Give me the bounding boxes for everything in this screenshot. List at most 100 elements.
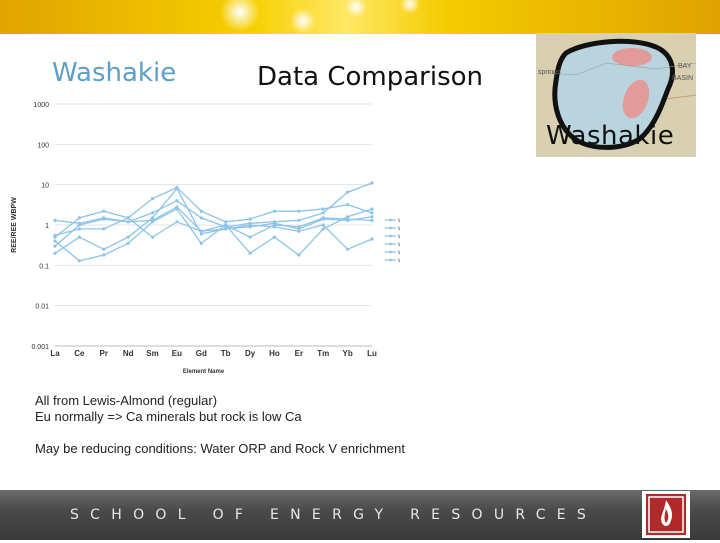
x-tick-label: Gd <box>196 349 207 358</box>
data-point <box>102 247 106 251</box>
data-point <box>77 216 81 220</box>
data-point <box>346 203 350 207</box>
data-point <box>150 211 155 215</box>
data-point <box>77 227 81 231</box>
data-point <box>272 235 277 239</box>
y-tick-label: 0.1 <box>39 263 49 270</box>
data-point <box>126 235 130 239</box>
x-tick-label: La <box>50 349 60 358</box>
x-tick-label: Ho <box>269 349 280 358</box>
x-tick-label: Nd <box>123 349 134 358</box>
data-point <box>175 186 179 191</box>
basin-map: springs BAY BASIN Washakie <box>536 33 696 157</box>
data-point <box>102 209 106 213</box>
legend-label: WA-36 <box>398 242 400 248</box>
map-label-basin: BASIN <box>672 75 694 82</box>
x-tick-label: Lu <box>367 349 377 358</box>
legend-marker <box>389 218 392 222</box>
note-line-1: All from Lewis-Almond (regular) <box>35 393 218 408</box>
data-point <box>77 259 81 263</box>
data-point <box>199 241 203 245</box>
series-line-wa-34 <box>54 186 373 238</box>
data-point <box>224 223 228 227</box>
legend-marker <box>389 234 392 238</box>
data-point <box>150 235 155 239</box>
data-point <box>346 190 350 194</box>
data-point <box>224 227 228 231</box>
data-point <box>224 220 228 224</box>
legend-label: WA-40 <box>398 258 400 264</box>
data-point <box>346 217 350 221</box>
x-tick-label: Eu <box>172 349 182 358</box>
legend-marker <box>389 242 392 246</box>
data-point <box>272 220 277 224</box>
data-point <box>175 207 179 211</box>
legend-label: WA-37 <box>398 250 400 256</box>
x-tick-label: Er <box>295 349 303 358</box>
y-tick-label: 1 <box>45 223 49 230</box>
basin-map-graphic <box>536 33 696 157</box>
data-point <box>53 244 57 248</box>
map-title: Washakie <box>546 121 675 151</box>
x-tick-label: Yb <box>342 349 352 358</box>
note-line-2: Eu normally => Ca minerals but rock is l… <box>35 409 302 424</box>
data-point <box>150 197 155 201</box>
y-tick-label: 100 <box>37 142 49 149</box>
data-point <box>126 241 130 245</box>
x-tick-label: Tb <box>221 349 231 358</box>
data-point <box>199 216 203 220</box>
ree-line-chart: 0.001 0.01 0.1 1 10 100 1000 La Ce Pr Nd Sm Eu Gd Tb Dy… <box>11 102 400 375</box>
data-point <box>102 227 106 231</box>
series-line-wa-35 <box>54 182 373 247</box>
data-point <box>53 218 57 223</box>
data-point <box>321 211 325 215</box>
data-point <box>297 253 301 257</box>
data-point <box>53 233 57 238</box>
data-point <box>102 253 106 257</box>
data-point <box>175 199 179 203</box>
legend-marker <box>389 258 392 262</box>
data-point <box>150 220 155 224</box>
x-tick-label: Sm <box>146 349 158 358</box>
data-point <box>297 218 301 223</box>
data-point <box>297 209 301 213</box>
top-banner <box>0 0 720 34</box>
slide-subtitle: Washakie <box>52 58 177 88</box>
data-point <box>370 207 374 211</box>
data-point <box>272 223 277 227</box>
x-axis-label: Element Name <box>183 369 225 375</box>
data-point <box>150 216 155 220</box>
x-tick-label: Ce <box>74 349 85 358</box>
flame-icon <box>646 494 686 535</box>
series-line-wa-33 <box>54 206 373 232</box>
y-axis-label: REE/REE WBPW <box>11 197 18 253</box>
data-point <box>248 251 252 255</box>
data-point <box>346 247 350 251</box>
notes: All from Lewis-Almond (regular) Eu norma… <box>35 393 405 457</box>
data-point <box>370 211 374 215</box>
footer-text: SCHOOL OF ENERGY RESOURCES <box>70 507 598 523</box>
slide-title: Data Comparison <box>257 62 484 92</box>
data-point <box>126 220 130 224</box>
x-tick-label: Tm <box>317 349 329 358</box>
map-label-bay: BAY <box>678 63 692 70</box>
data-point <box>297 225 301 229</box>
data-point <box>126 216 130 220</box>
data-point <box>346 215 350 219</box>
data-point <box>297 229 301 233</box>
y-tick-label: 0.01 <box>35 304 49 311</box>
data-point <box>321 227 325 231</box>
y-tick-label: 0.001 <box>31 344 49 351</box>
y-tick-label: 1000 <box>33 102 49 109</box>
data-point <box>370 181 374 185</box>
data-point <box>199 229 203 233</box>
flame-logo <box>642 491 690 538</box>
series-line-wa-36 <box>54 208 373 262</box>
footer-bar: SCHOOL OF ENERGY RESOURCES <box>0 490 720 540</box>
legend-label: WA-34 <box>398 226 400 232</box>
note-line-3: May be reducing conditions: Water ORP an… <box>35 441 405 456</box>
data-point <box>272 209 277 213</box>
legend-label: WA-33 <box>398 218 400 224</box>
data-point <box>248 217 252 221</box>
legend-marker <box>389 226 392 230</box>
